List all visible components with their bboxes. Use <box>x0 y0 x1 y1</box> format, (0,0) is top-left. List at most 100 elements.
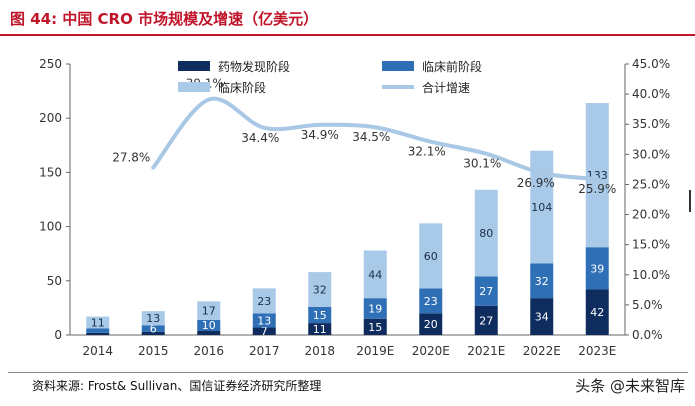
right-tick-label: 10.0% <box>632 268 670 282</box>
bar-value-label: 60 <box>424 250 438 263</box>
left-tick-label: 0 <box>54 328 62 342</box>
bar-segment-clinical <box>474 189 498 277</box>
bar-segment-preclinical <box>86 328 110 333</box>
bar-segment-discovery <box>252 327 276 335</box>
growth-rate-label: 34.4% <box>241 131 279 145</box>
bar-segment-discovery <box>308 323 332 335</box>
bar-segment-preclinical <box>530 263 554 299</box>
x-tick-label: 2014 <box>82 344 113 358</box>
bar-value-label: 23 <box>257 295 271 308</box>
right-tick-label: 40.0% <box>632 87 670 101</box>
right-tick-label: 25.0% <box>632 177 670 191</box>
bar-segment-discovery <box>530 298 554 335</box>
bar-segment-clinical <box>197 301 221 320</box>
x-tick-label: 2019E <box>356 344 394 358</box>
growth-rate-label: 25.9% <box>578 182 616 196</box>
source-note: 资料来源: Frost& Sullivan、国信证券经济研究所整理 <box>32 379 322 393</box>
x-tick-label: 2022E <box>523 344 561 358</box>
growth-rate-line <box>151 96 600 182</box>
bar-value-label: 44 <box>368 268 382 281</box>
x-tick-label: 2015 <box>138 344 169 358</box>
legend-label: 临床前阶段 <box>422 59 482 74</box>
legend-swatch <box>178 61 210 71</box>
bar-value-label: 15 <box>368 321 382 334</box>
left-tick-label: 250 <box>39 57 62 71</box>
x-tick-label: 2021E <box>467 344 505 358</box>
x-tick-label: 2023E <box>578 344 616 358</box>
bar-segment-preclinical <box>474 276 498 306</box>
legend-label: 合计增速 <box>422 80 470 95</box>
bar-value-label: 27 <box>479 314 493 327</box>
bar-segment-clinical <box>86 316 110 329</box>
bar-segment-preclinical <box>419 288 443 314</box>
bar-segment-discovery <box>141 331 165 335</box>
growth-rate-label: 34.9% <box>301 128 339 142</box>
bar-value-label: 6 <box>150 322 157 335</box>
growth-rate-label: 27.8% <box>112 151 150 165</box>
bar-value-label: 23 <box>424 295 438 308</box>
x-tick-label: 2016 <box>193 344 224 358</box>
bar-value-label: 17 <box>202 305 216 318</box>
bar-value-label: 27 <box>479 285 493 298</box>
bar-segment-clinical <box>252 288 276 314</box>
bar-segment-clinical <box>585 103 609 248</box>
right-tick-label: 20.0% <box>632 208 670 222</box>
bar-value-label: 15 <box>313 309 327 322</box>
bar-segment-discovery <box>363 318 387 335</box>
x-tick-label: 2017 <box>249 344 280 358</box>
legend-label: 临床阶段 <box>218 80 266 95</box>
bar-value-label: 32 <box>535 275 549 288</box>
bar-value-label: 20 <box>424 318 438 331</box>
growth-rate-label: 32.1% <box>408 145 446 159</box>
bar-value-label: 7 <box>261 325 268 338</box>
left-tick-label: 50 <box>47 274 62 288</box>
bar-segment-discovery <box>197 330 221 335</box>
legend-label: 药物发现阶段 <box>218 59 290 74</box>
bar-value-label: 42 <box>590 306 604 319</box>
bar-segment-preclinical <box>363 298 387 319</box>
bar-value-label: 39 <box>590 262 604 275</box>
bar-value-label: 13 <box>146 312 160 325</box>
x-tick-label: 2020E <box>412 344 450 358</box>
bar-value-label: 10 <box>202 319 216 332</box>
bar-segment-preclinical <box>308 306 332 324</box>
bar-value-label: 32 <box>313 283 327 296</box>
bar-value-label: 34 <box>535 311 549 324</box>
right-tick-label: 30.0% <box>632 147 670 161</box>
bar-segment-clinical <box>141 311 165 326</box>
source-divider <box>8 372 688 373</box>
x-tick-label: 2018 <box>304 344 335 358</box>
legend-swatch <box>178 82 210 92</box>
bar-segment-preclinical <box>197 319 221 331</box>
bar-value-label: 80 <box>479 227 493 240</box>
cro-market-chart: 0 50 100 150 200 250 0.0% 5.0% 10.0% 15.0% 20.0% 25… <box>39 57 670 358</box>
growth-rate-label: 30.1% <box>463 157 501 171</box>
left-tick-label: 100 <box>39 220 62 234</box>
left-tick-label: 150 <box>39 165 62 179</box>
bar-value-label: 13 <box>257 314 271 327</box>
bar-segment-clinical <box>308 272 332 307</box>
bar-segment-preclinical <box>141 325 165 332</box>
bar-segment-clinical <box>530 150 554 264</box>
legend-swatch <box>382 61 414 71</box>
growth-rate-label: 34.5% <box>352 130 390 144</box>
right-tick-label: 0.0% <box>632 328 663 342</box>
bar-value-label: 11 <box>91 317 105 330</box>
bar-value-label: 104 <box>531 201 552 214</box>
right-tick-label: 35.0% <box>632 117 670 131</box>
bar-segment-discovery <box>86 332 110 335</box>
figure-title: 图 44: 中国 CRO 市场规模及增速（亿美元） <box>10 10 319 28</box>
bar-segment-discovery <box>474 305 498 335</box>
bar-segment-clinical <box>363 250 387 299</box>
right-tick-label: 45.0% <box>632 57 670 71</box>
scroll-marker <box>689 190 691 212</box>
bar-segment-clinical <box>419 223 443 289</box>
left-tick-label: 200 <box>39 111 62 125</box>
bar-segment-preclinical <box>585 247 609 290</box>
bar-value-label: 19 <box>368 302 382 315</box>
bar-value-label: 11 <box>313 323 327 336</box>
right-tick-label: 5.0% <box>632 298 663 312</box>
growth-rate-label: 26.9% <box>517 176 555 190</box>
bar-segment-discovery <box>419 313 443 335</box>
bar-segment-preclinical <box>252 313 276 328</box>
